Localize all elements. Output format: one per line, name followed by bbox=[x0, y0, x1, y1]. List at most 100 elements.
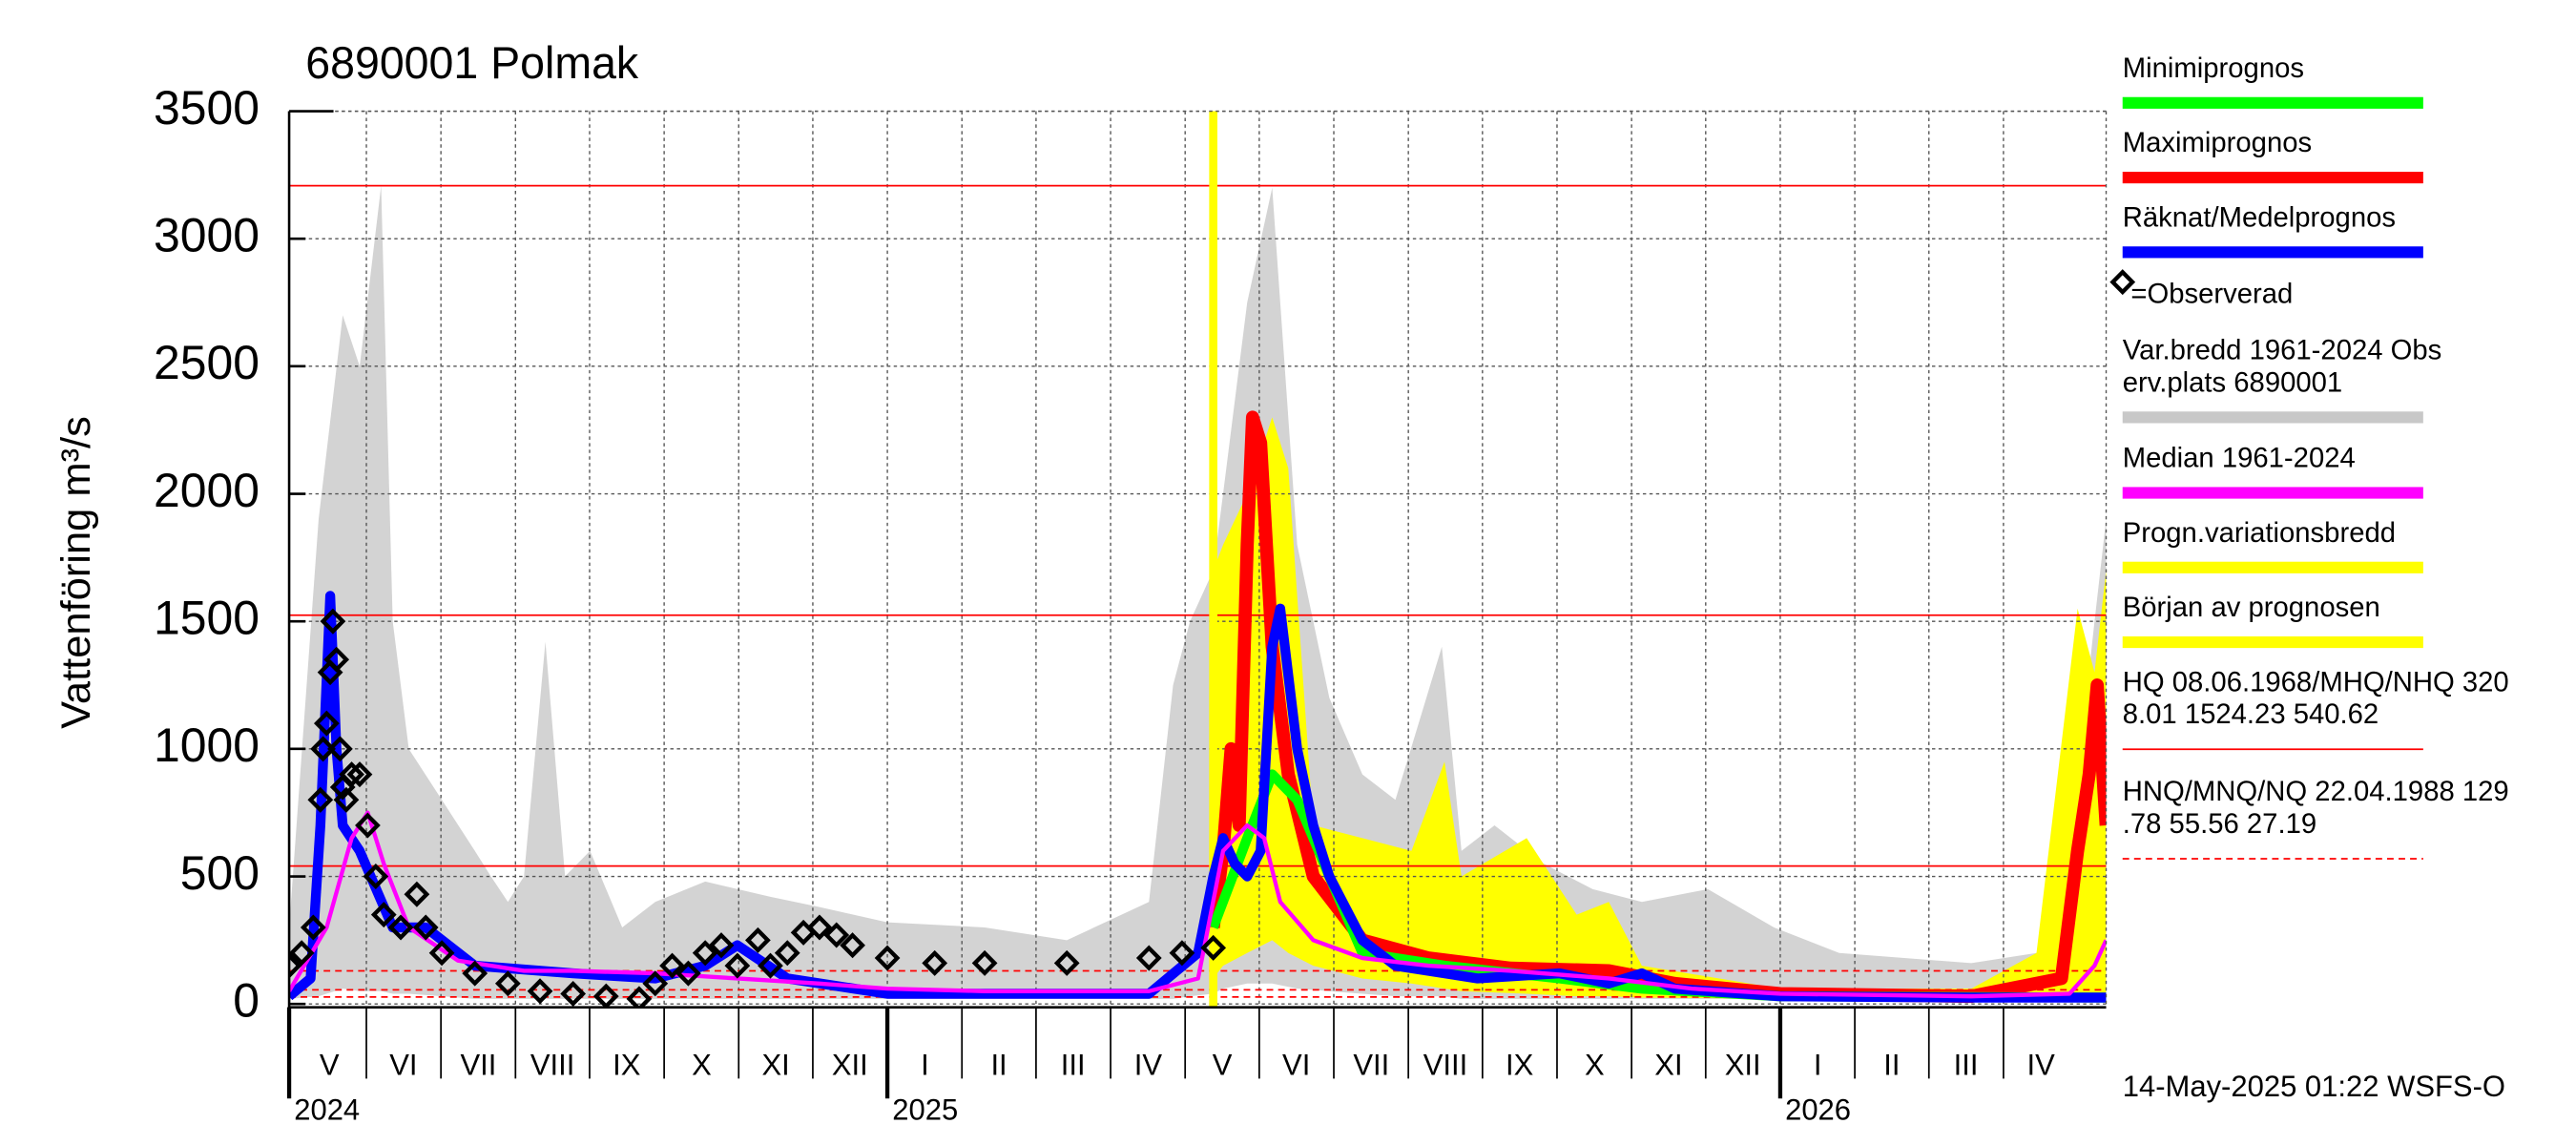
observed-point bbox=[692, 940, 718, 967]
observed-point bbox=[874, 945, 901, 971]
year-label: 2026 bbox=[1785, 1093, 1851, 1126]
observed-point bbox=[1200, 934, 1227, 961]
month-label: XI bbox=[1654, 1048, 1682, 1081]
observed-point bbox=[428, 940, 455, 967]
variation-band bbox=[1213, 417, 2107, 1001]
legend: Minimiprognos Maximiprognos Räknat/Medelpr… bbox=[2109, 52, 2509, 860]
observed-point bbox=[1135, 945, 1162, 971]
observed-point bbox=[355, 812, 381, 839]
y-tick-label: 2000 bbox=[154, 464, 260, 517]
month-label: V bbox=[320, 1048, 340, 1081]
observed-point bbox=[675, 960, 701, 987]
legend-label: Maximiprognos bbox=[2123, 127, 2312, 158]
observed-point bbox=[462, 960, 488, 987]
observed-point bbox=[300, 914, 326, 941]
observed-point bbox=[806, 914, 833, 941]
month-label: IV bbox=[2027, 1048, 2056, 1081]
series-line bbox=[1206, 410, 2107, 1004]
month-label: XII bbox=[832, 1048, 868, 1081]
month-label: VI bbox=[389, 1048, 417, 1081]
y-tick-label: 1000 bbox=[154, 718, 260, 772]
month-label: II bbox=[1883, 1048, 1900, 1081]
legend-swatch bbox=[2122, 246, 2423, 259]
observed-point bbox=[313, 710, 340, 737]
legend-swatch bbox=[2122, 411, 2423, 424]
chart-title: 6890001 Polmak bbox=[305, 38, 639, 88]
month-label: IV bbox=[1134, 1048, 1163, 1081]
observed-point bbox=[404, 881, 430, 907]
observed-point bbox=[289, 940, 315, 967]
observed-point bbox=[363, 864, 389, 890]
legend-swatch bbox=[2122, 635, 2423, 649]
observed-point bbox=[745, 926, 771, 953]
legend-label: 8.01 1524.23 540.62 bbox=[2123, 698, 2379, 730]
legend-label: Progn.variationsbredd bbox=[2123, 517, 2396, 549]
legend-label: HQ 08.06.1968/MHQ/NHQ 320 bbox=[2123, 666, 2509, 697]
observed-point bbox=[971, 949, 998, 976]
month-label: III bbox=[1954, 1048, 1979, 1081]
month-label: VIII bbox=[530, 1048, 575, 1081]
observed-point bbox=[758, 952, 783, 979]
observed-point bbox=[494, 970, 521, 997]
month-label: IX bbox=[613, 1048, 641, 1081]
observed-point bbox=[310, 736, 337, 762]
observed-point bbox=[724, 952, 751, 979]
legend-label: HNQ/MNQ/NQ 22.04.1988 129 bbox=[2123, 776, 2509, 807]
year-label: 2025 bbox=[892, 1093, 958, 1126]
month-label: XII bbox=[1725, 1048, 1761, 1081]
month-label: X bbox=[1585, 1048, 1605, 1081]
observed-point bbox=[626, 986, 653, 1008]
y-tick-label: 500 bbox=[180, 846, 260, 900]
legend-label: Minimiprognos bbox=[2123, 52, 2304, 84]
month-label: X bbox=[692, 1048, 712, 1081]
observed-point bbox=[323, 646, 350, 673]
month-label: VII bbox=[1353, 1048, 1389, 1081]
year-label: 2024 bbox=[294, 1093, 360, 1126]
observed-point bbox=[527, 978, 553, 1005]
observed-point bbox=[320, 608, 346, 635]
observed-point bbox=[307, 786, 334, 813]
observed-point bbox=[370, 902, 397, 928]
observed-point bbox=[339, 761, 364, 788]
legend-label: =Observerad bbox=[2130, 278, 2293, 309]
y-axis-label: Vattenföring m³/s bbox=[53, 416, 99, 729]
footer: 14-May-2025 01:22 WSFS-O bbox=[2123, 1070, 2505, 1103]
observed-point bbox=[774, 940, 800, 967]
observed-point bbox=[333, 786, 360, 813]
legend-swatch bbox=[2109, 269, 2136, 296]
observed-point bbox=[289, 952, 302, 979]
legend-label: Var.bredd 1961-2024 Obs bbox=[2123, 334, 2442, 365]
month-label: XI bbox=[761, 1048, 789, 1081]
observed-point bbox=[560, 980, 587, 1007]
legend-swatch bbox=[2122, 172, 2423, 184]
observed-point bbox=[1053, 949, 1080, 976]
legend-swatch bbox=[2122, 561, 2423, 573]
observed-point bbox=[642, 970, 669, 997]
legend-label: erv.plats 6890001 bbox=[2123, 366, 2342, 398]
month-label: II bbox=[990, 1048, 1007, 1081]
observed-point bbox=[840, 932, 865, 959]
month-label: VIII bbox=[1423, 1048, 1468, 1081]
legend-label: .78 55.56 27.19 bbox=[2123, 808, 2316, 840]
legend-label: Median 1961-2024 bbox=[2123, 442, 2356, 473]
month-label: V bbox=[1213, 1048, 1233, 1081]
series-line bbox=[289, 591, 2107, 1003]
month-label: IX bbox=[1506, 1048, 1534, 1081]
y-tick-label: 1500 bbox=[154, 591, 260, 644]
legend-label: Räknat/Medelprognos bbox=[2123, 201, 2396, 233]
month-label: I bbox=[1814, 1048, 1822, 1081]
observed-point bbox=[1169, 940, 1195, 967]
y-tick-label: 0 bbox=[233, 973, 260, 1027]
observed-point bbox=[346, 761, 373, 788]
legend-swatch bbox=[2122, 96, 2423, 109]
month-label: I bbox=[921, 1048, 929, 1081]
y-tick-label: 3500 bbox=[154, 81, 260, 135]
variation-band bbox=[289, 185, 2107, 999]
month-label: III bbox=[1061, 1048, 1086, 1081]
observed-point bbox=[412, 914, 439, 941]
plot-area bbox=[289, 110, 2107, 1008]
observed-point bbox=[922, 949, 948, 976]
